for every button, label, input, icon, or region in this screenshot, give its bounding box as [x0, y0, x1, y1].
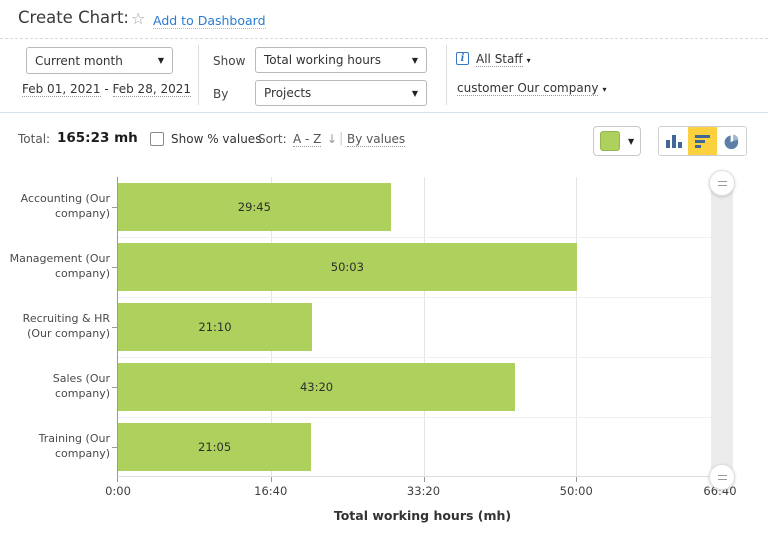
divider	[446, 45, 447, 105]
bar[interactable]: 21:05	[118, 423, 312, 471]
show-select-value: Total working hours	[264, 53, 381, 67]
chevron-down-icon: ▼	[157, 56, 164, 65]
date-separator: -	[104, 82, 109, 96]
category-label: Accounting (Our company)	[20, 192, 110, 220]
chevron-down-icon: ▾	[526, 56, 531, 65]
grip-icon	[717, 474, 727, 480]
sort-by-values-link[interactable]: By values	[347, 132, 406, 147]
chart-scrollbar-handle[interactable]	[709, 464, 735, 490]
sort-az-link[interactable]: A - Z	[293, 132, 322, 147]
y-axis-tick	[112, 267, 118, 268]
chart-scrollbar-handle[interactable]	[709, 170, 735, 196]
staff-filter[interactable]: All Staff ▾	[476, 52, 531, 67]
show-label: Show	[213, 54, 246, 68]
bar-color-picker[interactable]: ▼	[593, 126, 641, 156]
bar-value-label: 43:20	[299, 380, 334, 394]
y-axis-tick	[112, 447, 118, 448]
bar-value-label: 21:10	[198, 320, 232, 334]
bar[interactable]: 29:45	[118, 183, 391, 231]
sort-direction-icon[interactable]: ↓	[327, 132, 338, 146]
bar[interactable]: 50:03	[118, 243, 577, 291]
date-to-link[interactable]: Feb 28, 2021	[112, 82, 191, 97]
period-select[interactable]: Current month ▼	[26, 47, 173, 74]
show-percent-checkbox[interactable]	[150, 132, 164, 146]
period-select-value: Current month	[35, 53, 123, 68]
plot-area: 0:00 16:40 33:20 50:00 66:40 29:45 50:03 21:10 4…	[105, 170, 737, 498]
gridline-v	[423, 177, 425, 477]
category-label: Sales (Our company)	[52, 372, 110, 400]
info-icon[interactable]: i	[456, 52, 469, 65]
x-tick-label: 50:00	[559, 484, 593, 498]
x-tick-label: 0:00	[105, 484, 131, 498]
date-from-link[interactable]: Feb 01, 2021	[22, 82, 101, 97]
pie-chart-icon	[724, 134, 739, 149]
by-select-value: Projects	[264, 86, 312, 100]
pie-chart-button[interactable]	[717, 127, 746, 155]
chart-type-switcher	[658, 126, 747, 156]
gridline-v	[576, 177, 578, 477]
total-label: Total:	[18, 132, 51, 146]
chevron-down-icon: ▼	[628, 136, 635, 146]
star-icon[interactable]: ☆	[131, 9, 146, 28]
x-axis-tick	[423, 477, 425, 482]
bar-value-label: 21:05	[198, 440, 232, 454]
total-value: 165:23 mh	[57, 130, 138, 146]
x-axis-tick	[270, 477, 272, 482]
chevron-down-icon: ▾	[602, 85, 607, 94]
y-axis-tick	[112, 327, 118, 328]
bar-value-label: 29:45	[237, 200, 271, 214]
horizontal-bar-chart-button[interactable]	[688, 127, 717, 155]
chart-scrollbar-track[interactable]	[711, 177, 733, 477]
divider	[198, 45, 199, 105]
chevron-down-icon: ▼	[411, 88, 418, 98]
x-tick-label: 16:40	[254, 484, 288, 498]
y-axis-tick	[112, 387, 118, 388]
y-axis-tick	[112, 207, 118, 208]
bar-value-label: 50:03	[330, 260, 364, 274]
add-to-dashboard-link[interactable]: Add to Dashboard	[153, 13, 266, 29]
category-axis: Accounting (Our company) Management (Our …	[8, 177, 110, 477]
page-header: Create Chart: ☆ Add to Dashboard	[0, 0, 768, 39]
filter-bar: Current month ▼ Feb 01, 2021 - Feb 28, 2…	[0, 39, 768, 113]
x-axis-tick	[576, 477, 578, 482]
gridline-h	[118, 297, 729, 298]
show-select[interactable]: Total working hours ▼	[255, 47, 427, 73]
grip-icon	[717, 180, 727, 186]
bar[interactable]: 43:20	[118, 363, 516, 411]
column-chart-button[interactable]	[659, 127, 688, 155]
customer-filter[interactable]: customer Our company ▾	[457, 81, 607, 96]
x-axis-title: Total working hours (mh)	[333, 508, 512, 523]
category-label: Training (Our company)	[38, 432, 110, 460]
gridline-h	[118, 237, 729, 238]
gridline-h	[118, 417, 729, 418]
color-swatch	[600, 131, 620, 151]
y-axis-extension	[117, 477, 118, 482]
chart-toolbar: Total: 165:23 mh Show % values Sort: A -…	[0, 114, 768, 165]
by-select[interactable]: Projects ▼	[255, 80, 427, 106]
chevron-down-icon: ▼	[411, 55, 418, 65]
x-tick-label: 33:20	[406, 484, 441, 498]
staff-filter-value[interactable]: All Staff	[476, 52, 523, 67]
sort-label: Sort:	[258, 132, 287, 146]
chart-area: Accounting (Our company) Management (Our …	[0, 165, 768, 558]
gridline-h	[118, 357, 729, 358]
divider: |	[339, 131, 344, 146]
customer-filter-value[interactable]: customer Our company	[457, 81, 599, 96]
show-percent-label: Show % values	[171, 132, 262, 146]
page-title: Create Chart:	[18, 8, 129, 27]
horizontal-bar-chart-icon	[695, 134, 710, 148]
column-chart-icon	[665, 134, 682, 148]
bar[interactable]: 21:10	[118, 303, 312, 351]
date-range: Feb 01, 2021 - Feb 28, 2021	[22, 82, 191, 97]
by-label: By	[213, 87, 229, 101]
category-label: Management (Our company)	[9, 252, 110, 280]
category-label: Recruiting & HR (Our company)	[22, 312, 110, 340]
